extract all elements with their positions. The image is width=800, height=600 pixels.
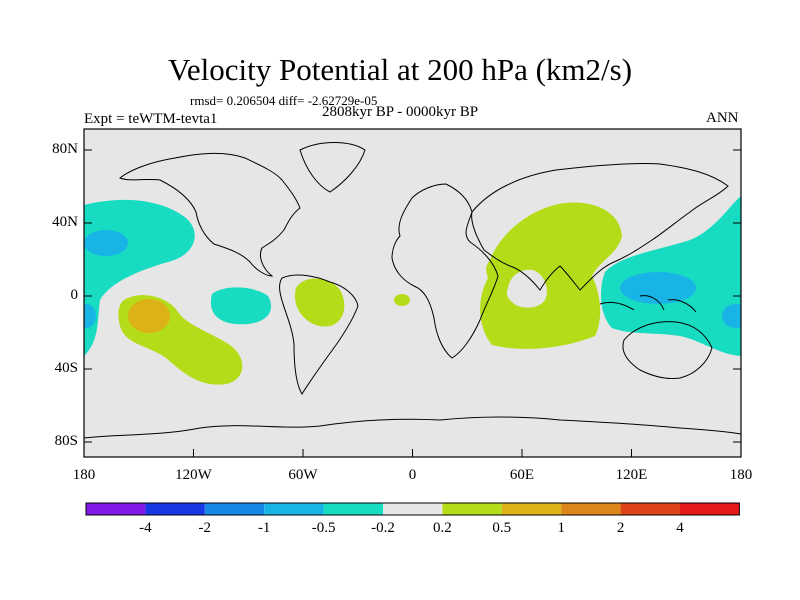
contour-fills bbox=[84, 196, 741, 385]
chart-title: Velocity Potential at 200 hPa (km2/s) bbox=[167, 52, 633, 87]
colorbar-box-10 bbox=[620, 503, 680, 515]
colorbar-label-2: -2 bbox=[198, 520, 212, 536]
stats-text: rmsd= 0.206504 diff= -2.62729e-05 bbox=[190, 93, 378, 108]
lon-label-180e: 180 bbox=[729, 467, 753, 483]
colorbar-box-1 bbox=[86, 503, 146, 515]
colorbar-label-9: 2 bbox=[616, 520, 625, 536]
colorbar-label-3: -1 bbox=[257, 520, 271, 536]
contour-blue-north-pacific bbox=[84, 230, 128, 256]
colorbar-box-7 bbox=[442, 503, 502, 515]
colorbar bbox=[85, 502, 740, 516]
contour-blue-dateline-east bbox=[722, 304, 741, 328]
colorbar-box-9 bbox=[561, 503, 621, 515]
lon-label-120e: 120E bbox=[615, 467, 648, 483]
colorbar-label-8: 1 bbox=[557, 520, 565, 536]
colorbar-box-4 bbox=[264, 503, 324, 515]
colorbar-label-6: 0.2 bbox=[433, 520, 452, 536]
period-label: 2808kyr BP - 0000kyr BP bbox=[322, 104, 479, 120]
lon-label-60w: 60W bbox=[288, 467, 318, 483]
season-label: ANN bbox=[706, 110, 739, 126]
contour-blue-dateline-west bbox=[84, 304, 96, 328]
lon-label-60e: 60E bbox=[509, 467, 535, 483]
lat-label-0: 0 bbox=[70, 287, 79, 303]
lon-ticks bbox=[83, 449, 742, 457]
lat-ticks bbox=[84, 149, 741, 443]
colorbar-box-8 bbox=[501, 503, 562, 515]
lat-label-40n: 40N bbox=[52, 214, 78, 230]
coast-australia bbox=[622, 321, 713, 379]
colorbar-box-2 bbox=[145, 503, 205, 515]
colorbar-label-5: -0.2 bbox=[371, 520, 395, 536]
lat-label-80s: 80S bbox=[54, 433, 78, 449]
coastlines bbox=[84, 142, 741, 439]
colorbar-label-10: 4 bbox=[676, 520, 684, 536]
contour-orange-south-pacific bbox=[128, 299, 170, 333]
colorbar-label-7: 0.5 bbox=[492, 520, 512, 536]
lat-label-80n: 80N bbox=[52, 141, 78, 157]
coast-europe-africa bbox=[391, 183, 499, 359]
coast-asia bbox=[471, 162, 729, 291]
contour-yellow-indian-ocean bbox=[480, 202, 622, 349]
lon-label-180w: 180 bbox=[72, 467, 96, 483]
colorbar-label-4: -0.5 bbox=[311, 520, 336, 536]
coast-south-america bbox=[279, 274, 359, 395]
colorbar-label-1: -4 bbox=[139, 520, 152, 536]
contour-cyan-east-pacific bbox=[210, 287, 272, 325]
lat-label-40s: 40S bbox=[54, 360, 78, 376]
coast-north-america bbox=[119, 152, 301, 277]
colorbar-box-6 bbox=[383, 503, 443, 515]
colorbar-box-5 bbox=[323, 503, 383, 515]
lon-label-0: 0 bbox=[408, 467, 417, 483]
contour-yellow-atlantic bbox=[394, 294, 410, 306]
lon-label-120w: 120W bbox=[175, 467, 212, 483]
colorbar-box-3 bbox=[204, 503, 265, 515]
coast-greenland bbox=[299, 142, 366, 193]
colorbar-box-11 bbox=[680, 503, 740, 515]
contour-yellow-amazon bbox=[294, 278, 345, 327]
coast-indonesia bbox=[599, 295, 697, 313]
colorbar-border bbox=[85, 502, 740, 516]
coast-antarctica bbox=[84, 416, 741, 439]
contour-blue-west-pacific bbox=[620, 272, 696, 304]
experiment-label: Expt = teWTM-tevta1 bbox=[84, 111, 218, 127]
